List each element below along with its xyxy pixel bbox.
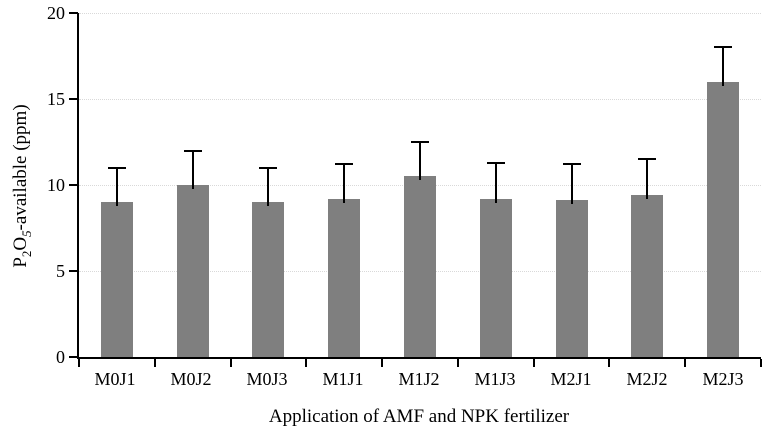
error-bar-cap-M2J3: [714, 46, 733, 49]
x-axis-tick: [684, 359, 687, 367]
bar-M0J1: [100, 202, 133, 357]
y-axis-tick-label: 5: [56, 261, 65, 281]
bar-M2J1: [555, 200, 588, 357]
y-axis-title-text: O: [10, 236, 31, 251]
error-bar-cap-M0J3: [259, 166, 278, 169]
error-bar-line-M1J3: [494, 162, 497, 203]
bar-slot-M1J1: [306, 13, 382, 357]
x-axis-tick-labels: M0J1 M0J2 M0J3 M1J1 M1J2 M1J3 M2J1 M2J2 M2J3: [77, 369, 761, 391]
x-tick-label-M2J1: M2J1: [550, 369, 592, 389]
bar-slot-M0J2: [155, 13, 231, 357]
x-tick-label-M2J2: M2J2: [626, 369, 668, 389]
y-axis-tick: [69, 12, 78, 14]
y-axis-tick-label: 0: [56, 347, 65, 367]
y-axis-tick: [69, 270, 78, 272]
x-tick-label-M0J1: M0J1: [94, 369, 136, 389]
bar-M2J3: [707, 81, 740, 357]
error-bar-cap-M1J1: [335, 163, 354, 166]
x-tick-label-M0J2: M0J2: [170, 369, 212, 389]
x-tick-label-M2J3: M2J3: [702, 369, 744, 389]
x-tick-label-M1J3: M1J3: [474, 369, 516, 389]
bar-slot-M2J3: [685, 13, 761, 357]
bar-M0J3: [252, 202, 285, 357]
error-bar-cap-M1J3: [486, 161, 505, 164]
x-axis-tick: [78, 359, 80, 367]
x-axis-tick: [456, 359, 459, 367]
x-tick-label-M1J1: M1J1: [322, 369, 364, 389]
bar-slot-M0J1: [79, 13, 155, 357]
error-bar-line-M0J2: [191, 150, 194, 189]
bar-M1J3: [479, 198, 512, 357]
x-tick-label-M0J3: M0J3: [246, 369, 288, 389]
x-axis-title: Application of AMF and NPK fertilizer: [268, 406, 570, 427]
error-bar-line-M1J1: [343, 164, 346, 203]
error-bar-cap-M1J2: [410, 141, 429, 143]
x-axis-tick: [608, 359, 611, 367]
y-axis-title-subscript-2: 2: [18, 250, 34, 258]
bar-M1J1: [328, 198, 361, 357]
y-axis-title-text: -available (ppm): [10, 104, 31, 231]
y-axis-tick-label: 10: [47, 175, 65, 195]
x-axis-tick: [229, 359, 232, 367]
bar-slot-M2J2: [609, 13, 685, 357]
x-tick-label-M1J2: M1J2: [398, 369, 440, 389]
y-axis-tick-label: 20: [47, 3, 65, 23]
y-axis-tick-label: 15: [47, 89, 65, 109]
gridline-y-15: [79, 99, 761, 100]
bar-slot-M1J2: [382, 13, 458, 357]
y-axis-title-subscript-5: 5: [18, 230, 34, 237]
y-axis-tick: [69, 98, 78, 100]
error-bar-cap-M0J1: [107, 166, 126, 169]
error-bar-cap-M2J1: [562, 163, 581, 166]
error-bar-line-M2J2: [646, 159, 649, 200]
error-bar-cap-M2J2: [638, 158, 657, 161]
error-bar-line-M0J3: [267, 167, 270, 207]
bar-slot-M0J3: [231, 13, 307, 357]
y-axis-tick: [69, 356, 78, 358]
bar-M1J2: [403, 176, 436, 357]
x-axis-tick: [760, 359, 762, 367]
error-bar-line-M2J1: [570, 164, 573, 205]
gridline-y-20: [79, 13, 761, 14]
error-bar-line-M2J3: [722, 47, 725, 86]
plot-area: 0 5 10 15 20: [47, 4, 762, 367]
error-bar-cap-M0J2: [183, 149, 202, 152]
bar-slot-M2J1: [534, 13, 610, 357]
x-axis-tick: [381, 359, 384, 367]
bar-M0J2: [176, 185, 209, 357]
bar-M2J2: [631, 195, 664, 357]
error-bar-line-M0J1: [115, 167, 118, 207]
x-axis-tick: [532, 359, 535, 367]
y-axis-tick: [69, 184, 78, 186]
error-bar-line-M1J2: [418, 142, 421, 181]
x-axis-tick: [153, 359, 156, 367]
x-axis-tick: [305, 359, 308, 367]
bar-slot-M1J3: [458, 13, 534, 357]
